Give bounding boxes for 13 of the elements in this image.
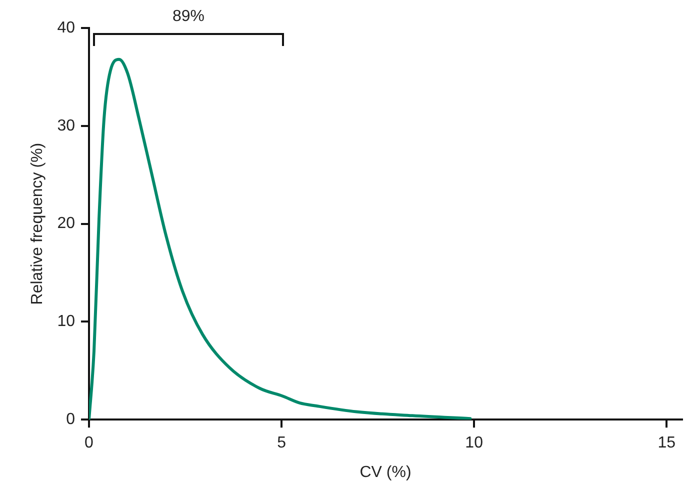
line-series — [88, 58, 472, 420]
y-axis-title: Relative frequency (%) — [29, 142, 46, 305]
x-tick-label: 10 — [465, 434, 484, 452]
y-tick-label: 40 — [57, 19, 76, 36]
x-tick-label: 15 — [658, 434, 676, 452]
x-axis-title: CV (%) — [360, 464, 412, 481]
y-tick-label: 0 — [66, 411, 76, 428]
y-tick-label: 30 — [57, 117, 76, 134]
y-tick-label: 20 — [57, 215, 76, 232]
x-tick-label: 5 — [277, 434, 286, 452]
y-tick-label: 10 — [57, 313, 76, 330]
x-tick-label: 0 — [84, 434, 94, 452]
text: 89% — [171, 8, 206, 26]
